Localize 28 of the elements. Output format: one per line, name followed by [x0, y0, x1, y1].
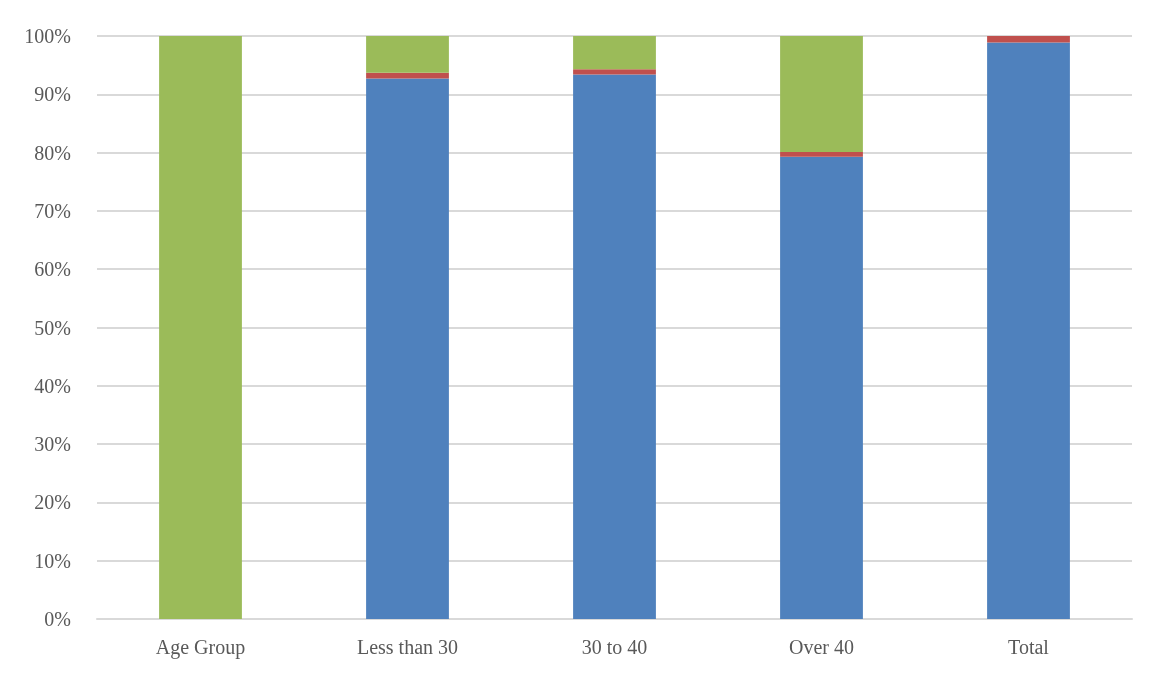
bar — [366, 36, 449, 73]
bar — [573, 69, 656, 75]
bar — [780, 36, 863, 153]
y-tick-label: 60% — [34, 258, 71, 281]
bar — [159, 36, 242, 619]
bar — [987, 36, 1070, 43]
bar — [780, 152, 863, 157]
bar — [987, 42, 1070, 619]
y-tick-label: 80% — [34, 141, 71, 164]
bar — [366, 78, 449, 619]
x-tick-label: Age Group — [155, 636, 246, 659]
y-tick-label: 90% — [34, 83, 71, 106]
y-tick-label: 40% — [34, 374, 71, 397]
x-tick-label: Less than 30 — [356, 636, 459, 658]
bar — [366, 72, 449, 79]
y-tick-label: 10% — [34, 549, 71, 572]
bar — [573, 36, 656, 70]
y-tick-label: 30% — [34, 433, 71, 456]
bar — [780, 156, 863, 619]
x-tick-label: Total — [1008, 636, 1050, 658]
x-tick-label: Over 40 — [789, 636, 854, 658]
x-tick-label: 30 to 40 — [581, 636, 648, 658]
y-tick-label: 20% — [34, 491, 71, 514]
y-tick-label: 0% — [44, 608, 71, 630]
y-tick-label: 50% — [34, 316, 71, 339]
bar — [573, 74, 656, 619]
y-tick-label: 100% — [24, 25, 71, 47]
y-tick-label: 70% — [34, 199, 71, 222]
